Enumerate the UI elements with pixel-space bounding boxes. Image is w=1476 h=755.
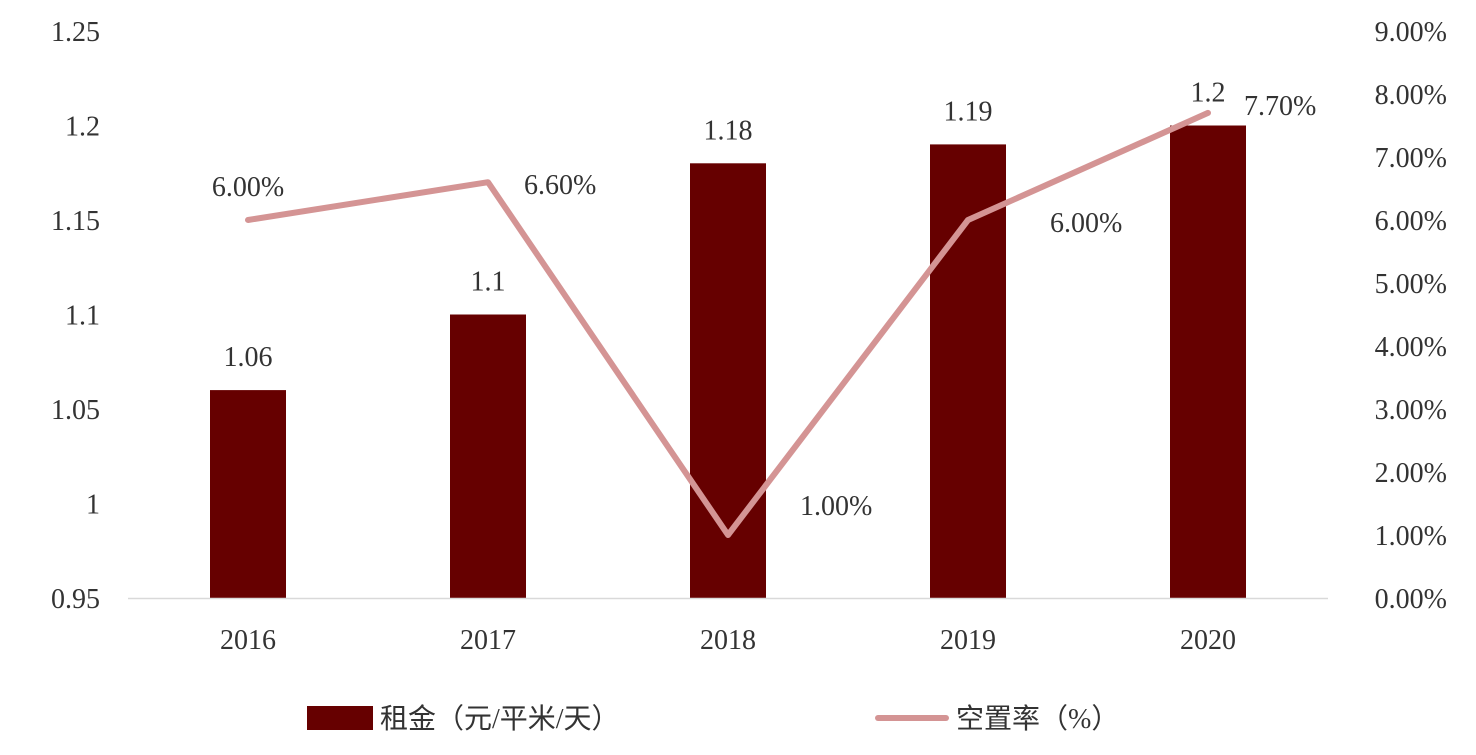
right-tick-label: 6.00% xyxy=(1375,206,1447,237)
legend: 租金（元/平米/天） 空置率（%） xyxy=(307,703,1119,735)
bar-2019 xyxy=(930,144,1006,598)
right-tick-label: 5.00% xyxy=(1375,269,1447,300)
x-tick-label: 2016 xyxy=(220,625,276,656)
bar-data-label: 1.2 xyxy=(1191,78,1226,109)
x-tick-label: 2019 xyxy=(940,625,996,656)
left-tick-label: 1.2 xyxy=(65,112,100,143)
left-tick-label: 1.25 xyxy=(51,17,100,48)
right-tick-label: 0.00% xyxy=(1375,584,1447,615)
x-tick-label: 2020 xyxy=(1180,625,1236,656)
right-tick-label: 9.00% xyxy=(1375,17,1447,48)
vacancy-line xyxy=(245,109,1211,538)
legend-bar-swatch xyxy=(307,706,373,730)
line-data-label: 6.00% xyxy=(1050,208,1122,239)
line-data-label: 6.00% xyxy=(212,172,284,203)
line-data-label: 7.70% xyxy=(1244,91,1316,122)
axis-layer: 0.95 1 1.05 1.1 1.15 1.2 1.25 0.00% 1.00% 2.00% 3.… xyxy=(51,17,1447,656)
bar-2017 xyxy=(450,314,526,598)
right-tick-label: 3.00% xyxy=(1375,395,1447,426)
bars-layer xyxy=(210,125,1246,599)
bar-data-label: 1.1 xyxy=(471,267,506,298)
line-data-label: 1.00% xyxy=(800,491,872,522)
legend-bar-label: 租金（元/平米/天） xyxy=(380,703,620,735)
left-tick-label: 0.95 xyxy=(51,584,100,615)
bar-2018 xyxy=(690,163,766,599)
legend-line-label: 空置率（%） xyxy=(956,703,1119,735)
right-tick-label: 8.00% xyxy=(1375,80,1447,111)
labels-layer: 1.06 1.1 1.18 1.19 1.2 6.00% 6.60% 1.00% 6.00% 7.… xyxy=(212,78,1316,523)
bar-data-label: 1.06 xyxy=(224,342,273,373)
bar-2016 xyxy=(210,390,286,598)
x-tick-label: 2018 xyxy=(700,625,756,656)
left-tick-label: 1.05 xyxy=(51,395,100,426)
line-data-label: 6.60% xyxy=(524,170,596,201)
right-tick-label: 4.00% xyxy=(1375,332,1447,363)
right-tick-label: 1.00% xyxy=(1375,521,1447,552)
bar-data-label: 1.18 xyxy=(704,115,753,146)
line-layer xyxy=(245,109,1211,538)
right-tick-label: 7.00% xyxy=(1375,143,1447,174)
x-tick-label: 2017 xyxy=(460,625,516,656)
bar-data-label: 1.19 xyxy=(944,96,993,127)
left-tick-label: 1.15 xyxy=(51,206,100,237)
left-tick-label: 1.1 xyxy=(65,301,100,332)
right-tick-label: 2.00% xyxy=(1375,458,1447,489)
bar-2020 xyxy=(1170,125,1246,598)
left-tick-label: 1 xyxy=(86,490,100,521)
